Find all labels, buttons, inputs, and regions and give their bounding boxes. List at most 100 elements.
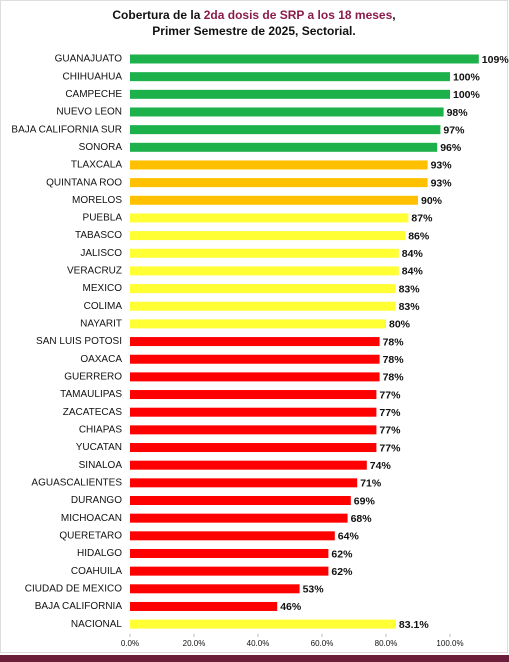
bar xyxy=(130,443,377,453)
value-label: 109% xyxy=(482,54,509,66)
bar xyxy=(130,513,348,523)
value-label: 90% xyxy=(421,195,443,207)
value-label: 100% xyxy=(453,71,481,83)
bar xyxy=(130,319,386,329)
y-tick-label: JALISCO xyxy=(80,248,122,259)
x-tick-label: 40.0% xyxy=(247,639,270,648)
y-tick-label: BAJA CALIFORNIA xyxy=(35,601,123,612)
y-tick-label: CIUDAD DE MEXICO xyxy=(25,583,122,594)
value-label: 83% xyxy=(399,301,421,313)
value-label: 96% xyxy=(440,142,462,154)
value-label: 78% xyxy=(383,336,405,348)
y-tick-label: SONORA xyxy=(79,142,123,153)
title-part: Cobertura de la xyxy=(112,8,203,22)
value-label: 78% xyxy=(383,354,405,366)
y-tick-label: NUEVO LEON xyxy=(56,107,122,118)
value-label: 64% xyxy=(338,531,360,543)
y-tick-label: QUERETARO xyxy=(59,530,122,541)
value-label: 77% xyxy=(379,389,401,401)
value-label: 68% xyxy=(351,513,373,525)
chart-title: Cobertura de la 2da dosis de SRP a los 1… xyxy=(112,8,395,22)
bar xyxy=(130,213,409,223)
bar xyxy=(130,460,367,470)
bar xyxy=(130,89,450,99)
bar xyxy=(130,178,428,188)
x-tick-label: 80.0% xyxy=(375,639,398,648)
value-label: 69% xyxy=(354,495,376,507)
bar xyxy=(130,54,479,64)
x-tick-label: 0.0% xyxy=(121,639,139,648)
value-label: 97% xyxy=(443,124,465,136)
y-tick-label: SINALOA xyxy=(79,460,123,471)
y-tick-label: TABASCO xyxy=(75,230,122,241)
value-label: 53% xyxy=(303,584,325,596)
bar xyxy=(130,248,399,258)
x-tick-label: 60.0% xyxy=(311,639,334,648)
value-label: 74% xyxy=(370,460,392,472)
value-label: 100% xyxy=(453,89,481,101)
bar xyxy=(130,354,380,364)
y-tick-label: COAHUILA xyxy=(71,566,122,577)
chart-subtitle: Primer Semestre de 2025, Sectorial. xyxy=(152,24,355,38)
value-label: 71% xyxy=(360,478,382,490)
y-tick-label: QUINTANA ROO xyxy=(46,177,122,188)
value-label: 84% xyxy=(402,248,424,260)
bar xyxy=(130,142,438,152)
y-tick-label: AGUASCALIENTES xyxy=(31,477,122,488)
y-tick-label: NACIONAL xyxy=(71,619,123,630)
y-tick-label: ZACATECAS xyxy=(63,407,123,418)
y-tick-label: HIDALGO xyxy=(77,548,122,559)
bar xyxy=(130,301,396,311)
value-label: 77% xyxy=(379,442,401,454)
bar xyxy=(130,160,428,170)
y-tick-label: COLIMA xyxy=(84,301,123,312)
bar xyxy=(130,407,377,417)
bar xyxy=(130,72,450,82)
value-label: 78% xyxy=(383,372,405,384)
y-tick-label: GUANAJUATO xyxy=(55,54,123,65)
bar xyxy=(130,601,278,611)
bar xyxy=(130,195,418,205)
y-tick-label: MEXICO xyxy=(83,283,123,294)
bar xyxy=(130,584,300,594)
title-part: , xyxy=(392,8,395,22)
bar xyxy=(130,548,329,558)
value-label: 84% xyxy=(402,266,424,278)
y-tick-label: OAXACA xyxy=(80,354,122,365)
y-tick-label: TAMAULIPAS xyxy=(60,389,122,400)
y-tick-label: SAN LUIS POTOSI xyxy=(36,336,122,347)
value-label: 62% xyxy=(331,566,353,578)
value-label: 98% xyxy=(447,107,469,119)
value-label: 80% xyxy=(389,319,411,331)
value-label: 77% xyxy=(379,407,401,419)
value-label: 83.1% xyxy=(399,619,429,631)
bar xyxy=(130,478,358,488)
bar xyxy=(130,337,380,347)
x-tick-label: 20.0% xyxy=(183,639,206,648)
value-label: 77% xyxy=(379,425,401,437)
y-tick-label: CAMPECHE xyxy=(65,89,122,100)
y-tick-label: GUERRERO xyxy=(64,372,122,383)
bar xyxy=(130,231,406,241)
bar xyxy=(130,125,441,135)
bar xyxy=(130,425,377,435)
y-tick-label: PUEBLA xyxy=(83,213,123,224)
y-tick-label: VERACRUZ xyxy=(67,266,122,277)
bar xyxy=(130,566,329,576)
value-label: 87% xyxy=(411,213,433,225)
value-label: 93% xyxy=(431,160,453,172)
bar xyxy=(130,496,351,505)
value-label: 62% xyxy=(331,548,353,560)
y-tick-label: DURANGO xyxy=(71,495,122,506)
value-label: 86% xyxy=(408,230,430,242)
y-tick-label: BAJA CALIFORNIA SUR xyxy=(11,124,122,135)
bar xyxy=(130,266,399,276)
bar xyxy=(130,619,396,629)
bar xyxy=(130,107,444,117)
value-label: 46% xyxy=(280,601,302,613)
x-tick-label: 100.0% xyxy=(436,639,463,648)
y-tick-label: NAYARIT xyxy=(80,319,122,330)
y-tick-label: CHIHUAHUA xyxy=(63,71,123,82)
y-tick-label: YUCATAN xyxy=(76,442,122,453)
